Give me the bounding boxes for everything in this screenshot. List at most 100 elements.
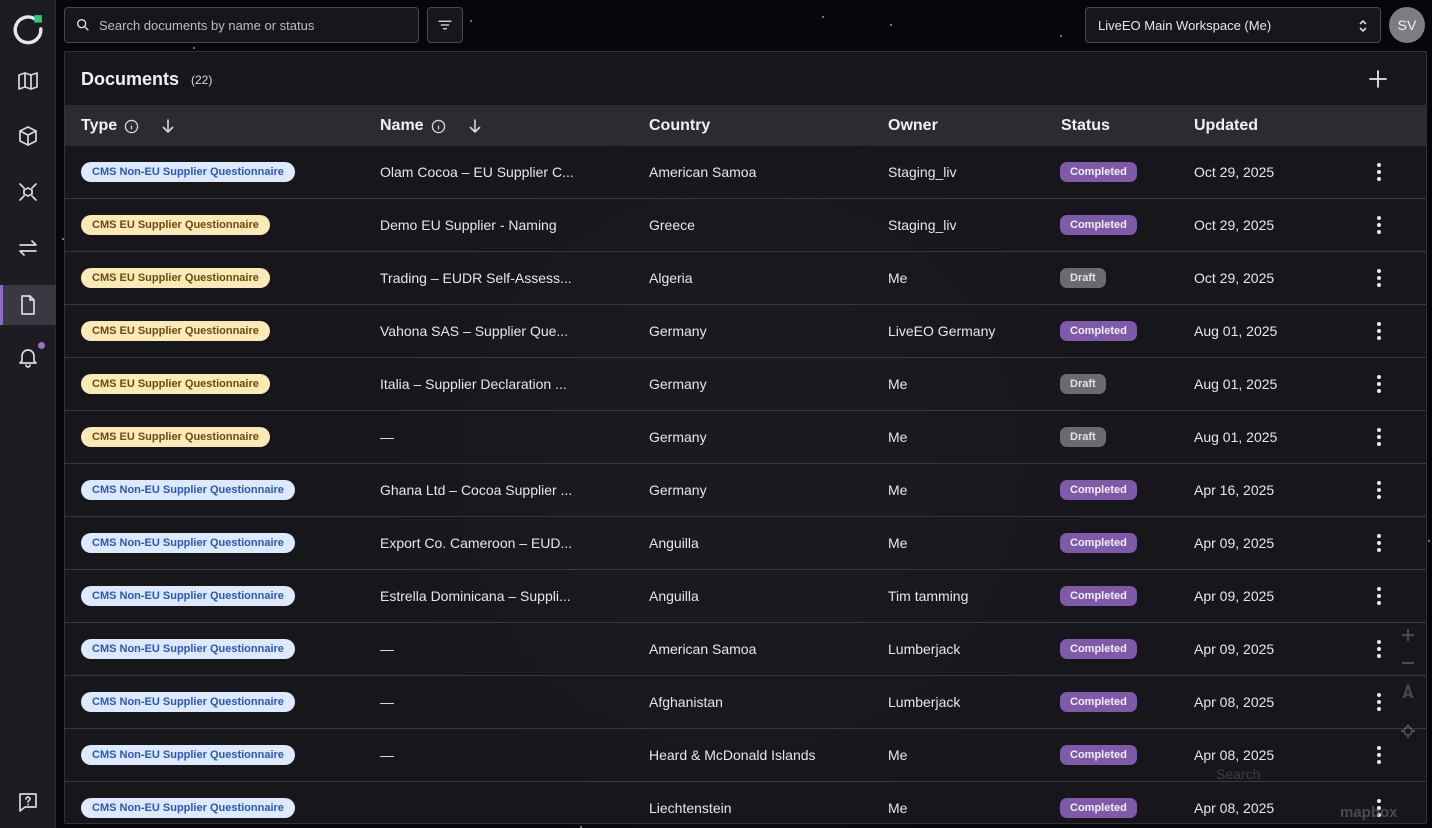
zoom-in-button[interactable]: [1396, 623, 1420, 647]
status-cell: Completed: [1060, 321, 1137, 341]
status-badge: Completed: [1060, 639, 1137, 659]
status-badge: Completed: [1060, 692, 1137, 712]
info-icon[interactable]: [124, 119, 139, 134]
row-menu-button[interactable]: [1370, 267, 1388, 289]
name-cell[interactable]: Trading – EUDR Self-Assess...: [380, 270, 572, 286]
table-row[interactable]: CMS EU Supplier Questionnaire Trading – E…: [65, 252, 1426, 305]
table-row[interactable]: CMS Non-EU Supplier Questionnaire Export …: [65, 517, 1426, 570]
header-type[interactable]: Type: [81, 117, 175, 135]
chevron-updown-icon: [1356, 17, 1370, 35]
table-row[interactable]: CMS Non-EU Supplier Questionnaire Ghana L…: [65, 464, 1426, 517]
table-row[interactable]: CMS EU Supplier Questionnaire Italia – Su…: [65, 358, 1426, 411]
type-badge: CMS EU Supplier Questionnaire: [81, 427, 270, 447]
nav-notifications[interactable]: [0, 337, 56, 377]
name-cell[interactable]: —: [380, 429, 394, 445]
locate-button[interactable]: [1396, 719, 1420, 743]
panel-header: Documents (22): [65, 52, 1426, 105]
kebab-menu-icon: [1377, 322, 1381, 340]
name-cell[interactable]: Ghana Ltd – Cocoa Supplier ...: [380, 482, 573, 498]
row-menu-button[interactable]: [1370, 161, 1388, 183]
name-cell[interactable]: —: [380, 641, 394, 657]
compass-button[interactable]: [1396, 679, 1420, 703]
name-cell[interactable]: Italia – Supplier Declaration ...: [380, 376, 567, 392]
sort-arrow-icon[interactable]: [161, 119, 175, 133]
nav-transfers[interactable]: [0, 228, 56, 268]
nav-map[interactable]: [0, 61, 56, 101]
info-icon[interactable]: [431, 119, 446, 134]
kebab-menu-icon: [1377, 428, 1381, 446]
status-badge: Draft: [1060, 427, 1106, 447]
row-menu-button[interactable]: [1370, 691, 1388, 713]
table-row[interactable]: CMS EU Supplier Questionnaire Vahona SAS …: [65, 305, 1426, 358]
nav-help[interactable]: [0, 782, 56, 822]
kebab-menu-icon: [1377, 640, 1381, 658]
updated-cell: Oct 29, 2025: [1194, 270, 1275, 286]
row-menu-button[interactable]: [1370, 744, 1388, 766]
country-cell: American Samoa: [649, 164, 757, 180]
search-box[interactable]: [64, 7, 419, 43]
search-input[interactable]: [99, 17, 399, 33]
updated-cell: Aug 01, 2025: [1194, 429, 1278, 445]
header-name[interactable]: Name: [380, 117, 482, 135]
row-menu-button[interactable]: [1370, 532, 1388, 554]
mapbox-attribution[interactable]: mapbox: [1340, 804, 1398, 821]
name-cell[interactable]: Vahona SAS – Supplier Que...: [380, 323, 569, 339]
name-cell[interactable]: Export Co. Cameroon – EUD...: [380, 535, 573, 551]
status-badge: Completed: [1060, 162, 1137, 182]
updated-cell: Apr 08, 2025: [1194, 747, 1275, 763]
row-menu-button[interactable]: [1370, 797, 1388, 819]
bell-icon: [19, 349, 37, 368]
workspace-select[interactable]: LiveEO Main Workspace (Me): [1085, 7, 1381, 43]
updated-cell: Oct 29, 2025: [1194, 217, 1275, 233]
table-row[interactable]: CMS Non-EU Supplier Questionnaire — Heard …: [65, 729, 1426, 782]
country-cell: Greece: [649, 217, 695, 233]
name-cell[interactable]: Olam Cocoa – EU Supplier C...: [380, 164, 574, 180]
type-badge: CMS EU Supplier Questionnaire: [81, 268, 270, 288]
logo[interactable]: [0, 8, 56, 50]
row-menu-button[interactable]: [1370, 638, 1388, 660]
country-cell: Germany: [649, 429, 707, 445]
type-badge: CMS Non-EU Supplier Questionnaire: [81, 480, 295, 500]
table-row[interactable]: CMS Non-EU Supplier Questionnaire Liechte…: [65, 782, 1426, 823]
name-cell[interactable]: —: [380, 694, 394, 710]
name-cell[interactable]: Estrella Dominicana – Suppli...: [380, 588, 571, 604]
type-cell: CMS Non-EU Supplier Questionnaire: [81, 692, 295, 712]
nav-documents[interactable]: [0, 285, 56, 325]
row-menu-button[interactable]: [1370, 320, 1388, 342]
table-row[interactable]: CMS Non-EU Supplier Questionnaire — Americ…: [65, 623, 1426, 676]
nav-products[interactable]: [0, 116, 56, 156]
zoom-out-button[interactable]: [1396, 651, 1420, 675]
country-cell: American Samoa: [649, 641, 757, 657]
status-badge: Completed: [1060, 215, 1137, 235]
status-cell: Draft: [1060, 374, 1106, 394]
table-row[interactable]: CMS Non-EU Supplier Questionnaire Olam Co…: [65, 146, 1426, 199]
sort-arrow-icon[interactable]: [468, 119, 482, 133]
row-menu-button[interactable]: [1370, 214, 1388, 236]
updated-cell: Apr 09, 2025: [1194, 588, 1275, 604]
name-cell[interactable]: —: [380, 747, 394, 763]
avatar[interactable]: SV: [1389, 7, 1425, 43]
row-menu-button[interactable]: [1370, 373, 1388, 395]
row-menu-button[interactable]: [1370, 585, 1388, 607]
nav-supply-chain[interactable]: [0, 172, 56, 212]
type-badge: CMS Non-EU Supplier Questionnaire: [81, 533, 295, 553]
table-row[interactable]: CMS EU Supplier Questionnaire Demo EU Sup…: [65, 199, 1426, 252]
header-owner[interactable]: Owner: [888, 117, 938, 134]
table-row[interactable]: CMS EU Supplier Questionnaire — Germany Me D…: [65, 411, 1426, 464]
table-row[interactable]: CMS Non-EU Supplier Questionnaire Estrell…: [65, 570, 1426, 623]
owner-cell: Me: [888, 535, 908, 551]
status-cell: Completed: [1060, 692, 1137, 712]
status-cell: Draft: [1060, 427, 1106, 447]
table-row[interactable]: CMS Non-EU Supplier Questionnaire — Afghan…: [65, 676, 1426, 729]
header-country[interactable]: Country: [649, 117, 711, 134]
header-status[interactable]: Status: [1061, 117, 1110, 134]
filter-button[interactable]: [427, 7, 463, 43]
name-cell[interactable]: Demo EU Supplier - Naming: [380, 217, 557, 233]
status-cell: Draft: [1060, 268, 1106, 288]
add-document-button[interactable]: [1366, 67, 1390, 91]
map-search[interactable]: Search: [1216, 766, 1261, 782]
header-updated[interactable]: Updated: [1194, 117, 1258, 134]
side-nav: [0, 0, 56, 828]
row-menu-button[interactable]: [1370, 479, 1388, 501]
row-menu-button[interactable]: [1370, 426, 1388, 448]
